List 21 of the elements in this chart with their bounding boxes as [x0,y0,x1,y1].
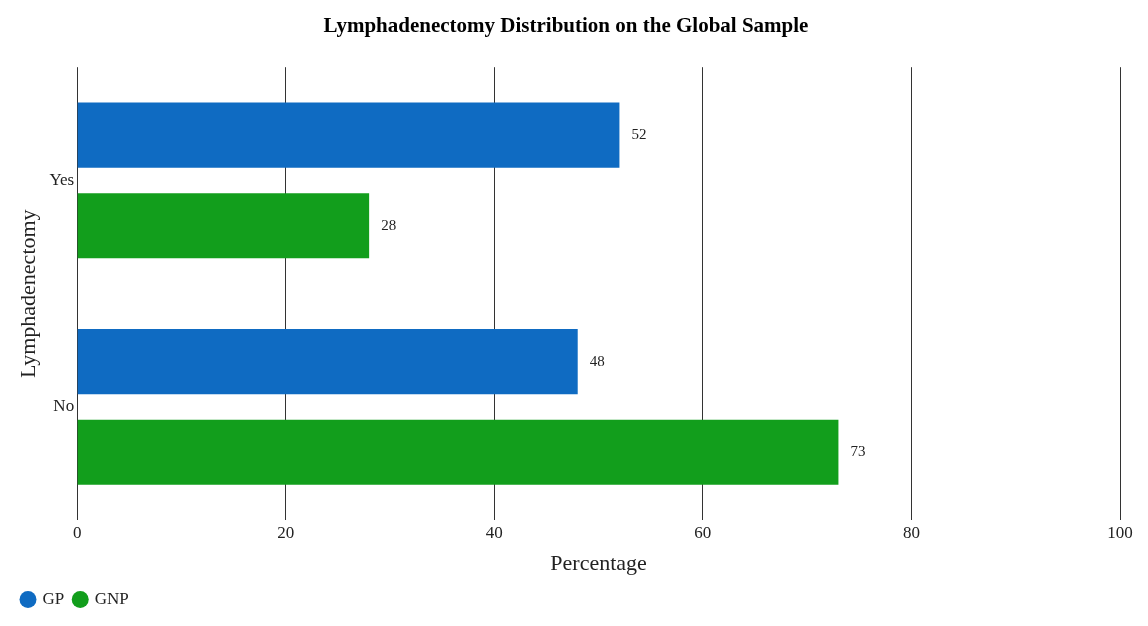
x-tick-label: 40 [485,522,503,542]
data-label: 73 [850,443,866,460]
data-label: 28 [381,216,397,233]
legend-label: GP [42,588,65,608]
bar [77,102,620,168]
legend-label: GNP [94,588,129,608]
y-axis-title: Lymphadenectomy [14,209,40,379]
bar [77,419,839,485]
chart-title: Lymphadenectomy Distribution on the Global Sample [323,13,809,38]
bar [77,329,578,395]
x-axis-title: Percentage [550,549,647,575]
x-tick-label: 0 [72,522,82,542]
bar [77,193,370,259]
x-tick-label: 60 [694,522,712,542]
x-tick-label: 80 [902,522,920,542]
x-tick-label: 100 [1107,522,1133,542]
y-tick-label: No [53,396,75,416]
data-label: 48 [589,352,605,369]
x-tick-label: 20 [277,522,295,542]
y-tick-label: Yes [49,169,75,189]
data-label: 52 [631,126,647,143]
